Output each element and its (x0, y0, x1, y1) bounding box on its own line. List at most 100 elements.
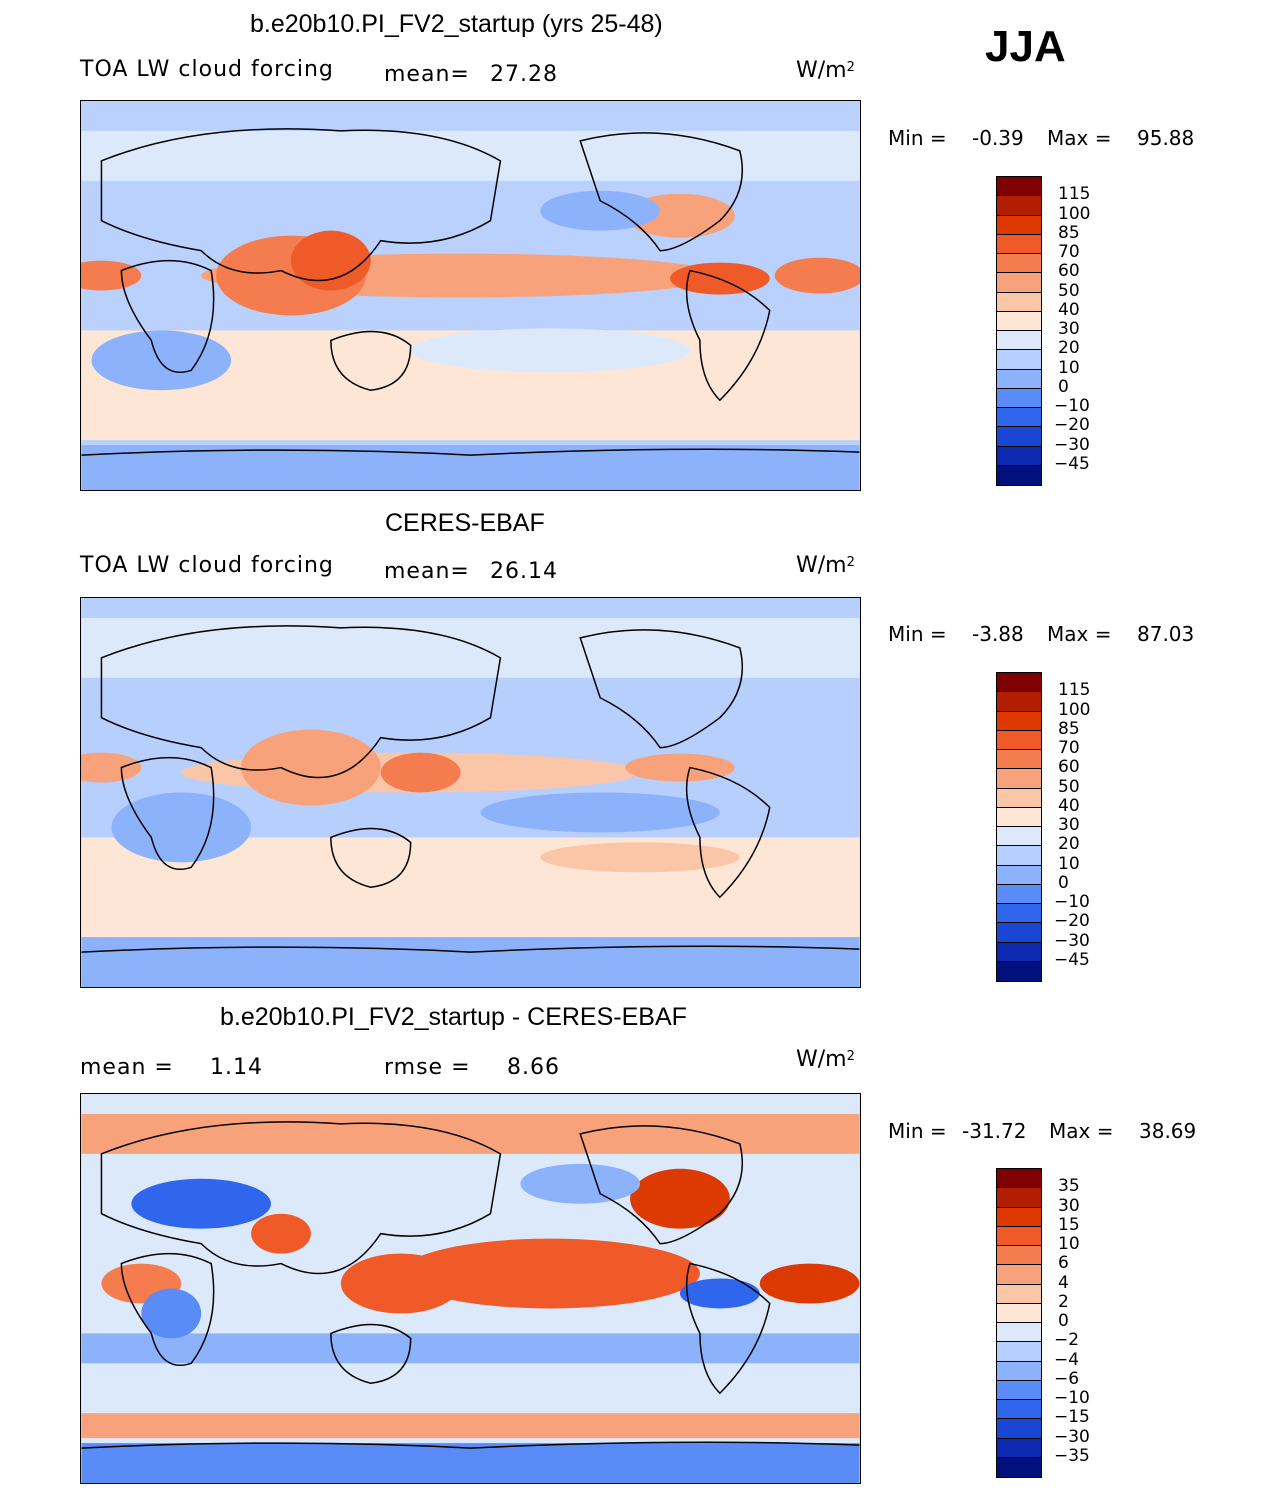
colorbar-segment (997, 923, 1041, 943)
colorbar-tick-label: 0 (1058, 1311, 1069, 1331)
colorbar-segment (997, 1303, 1041, 1323)
coastline-eurasia (100, 128, 502, 282)
units-base: W/m (796, 553, 847, 578)
colorbar-tick-label: 115 (1058, 184, 1091, 205)
colorbar-tick-label: 6 (1058, 1253, 1069, 1274)
colorbar-tick-label: −2 (1054, 1330, 1080, 1351)
colorbar-tick-label: −45 (1054, 453, 1090, 474)
colorbar-segment (997, 1380, 1041, 1400)
coastline-australia (330, 827, 412, 889)
colorbar-segment (997, 1361, 1041, 1381)
panel1-title: b.e20b10.PI_FV2_startup (yrs 25-48) (250, 10, 663, 38)
colorbar-segment (997, 1419, 1041, 1439)
colorbar-segment (997, 1438, 1041, 1458)
coastline-antarctica (81, 448, 860, 456)
panel2-max-label: Max = (1047, 622, 1112, 646)
panel3-map-svg (81, 1094, 860, 1483)
coastline-north-america (579, 629, 744, 749)
panel1-map (80, 100, 861, 491)
colorbar-box (996, 176, 1042, 486)
map-blob (480, 792, 720, 833)
panel3-mean-value: 1.14 (210, 1055, 263, 1080)
coastline-eurasia (100, 1121, 502, 1275)
colorbar-segment (997, 1226, 1041, 1246)
colorbar-tick-label: 30 (1058, 319, 1080, 339)
colorbar-segment (997, 961, 1041, 981)
map-blob (111, 792, 252, 863)
colorbar-segment (997, 254, 1041, 274)
colorbar-tick-label: 70 (1058, 738, 1080, 758)
coastline-south-america (685, 766, 771, 899)
colorbar-segment (997, 788, 1041, 808)
map-blob (540, 190, 661, 231)
panel2-mean-value: 26.14 (490, 559, 558, 584)
colorbar-segment (997, 177, 1041, 197)
colorbar-tick-label: 4 (1058, 1272, 1069, 1293)
coastline-north-america (579, 1125, 744, 1245)
coastline-australia (330, 330, 412, 392)
map-blob (340, 1253, 461, 1314)
coastline-antarctica (81, 945, 860, 953)
colorbar-segment (997, 1342, 1041, 1362)
units-base: W/m (796, 58, 847, 83)
colorbar-segment (997, 196, 1041, 216)
map-band (81, 1333, 860, 1364)
colorbar-tick-label: 15 (1058, 1214, 1080, 1235)
panel3-min-label: Min = (888, 1119, 947, 1143)
panel2-max-value: 87.03 (1137, 622, 1195, 646)
panel3-max-label: Max = (1049, 1119, 1114, 1143)
map-blob (410, 328, 690, 373)
map-blob (141, 1288, 202, 1339)
coastline-antarctica (81, 1441, 860, 1449)
map-blob (400, 1238, 700, 1309)
colorbar-segment (997, 865, 1041, 885)
panel1-max-value: 95.88 (1137, 126, 1195, 150)
panel1-units: W/m2 (796, 58, 855, 83)
colorbar-segment (997, 215, 1041, 235)
colorbar-tick-label: 10 (1058, 1234, 1080, 1254)
colorbar-segment (997, 769, 1041, 789)
panel1-variable-label: TOA LW cloud forcing (80, 57, 334, 82)
colorbar-box (996, 672, 1042, 982)
colorbar-segment (997, 1169, 1041, 1189)
map-band (81, 617, 860, 678)
panel1-min-value: -0.39 (972, 126, 1024, 150)
colorbar-tick-label: 30 (1058, 815, 1080, 835)
units-sup: 2 (846, 60, 855, 75)
colorbar-segment (997, 942, 1041, 962)
colorbar-segment (997, 673, 1041, 693)
colorbar-tick-label: −10 (1054, 396, 1090, 416)
colorbar-tick-label: 85 (1058, 222, 1080, 243)
colorbar-tick-label: 85 (1058, 718, 1080, 739)
map-blob (540, 842, 740, 873)
colorbar-tick-label: −30 (1054, 930, 1090, 951)
colorbar-tick-label: 0 (1058, 376, 1069, 397)
panel1-max-label: Max = (1047, 126, 1112, 150)
coastline-south-america (685, 269, 771, 402)
colorbar-tick-label: 100 (1058, 203, 1091, 224)
season-label: JJA (985, 22, 1066, 71)
colorbar-tick-label: 50 (1058, 280, 1080, 301)
panel3-mean-label: mean = (80, 1055, 174, 1080)
colorbar-segment (997, 465, 1041, 485)
panel3-rmse-label: rmse = (384, 1055, 471, 1080)
panel3-min-value: -31.72 (962, 1119, 1027, 1143)
map-band (81, 1113, 860, 1154)
colorbar-segment (997, 1207, 1041, 1227)
colorbar-tick-label: 30 (1058, 1195, 1080, 1216)
colorbar-segment (997, 311, 1041, 331)
colorbar-segment (997, 692, 1041, 712)
colorbar-segment (997, 369, 1041, 389)
panel3-map (80, 1093, 861, 1484)
colorbar-tick-label: 70 (1058, 242, 1080, 262)
map-band (81, 937, 860, 987)
map-band (81, 1443, 860, 1483)
colorbar-segment (997, 807, 1041, 827)
panel2-map-svg (81, 598, 860, 987)
map-blob (131, 1178, 272, 1229)
colorbar-segment (997, 1284, 1041, 1304)
coastline-africa (120, 756, 215, 871)
panel1-map-svg (81, 101, 860, 490)
panel2-units: W/m2 (796, 553, 855, 578)
colorbar-tick-label: −15 (1054, 1407, 1090, 1428)
